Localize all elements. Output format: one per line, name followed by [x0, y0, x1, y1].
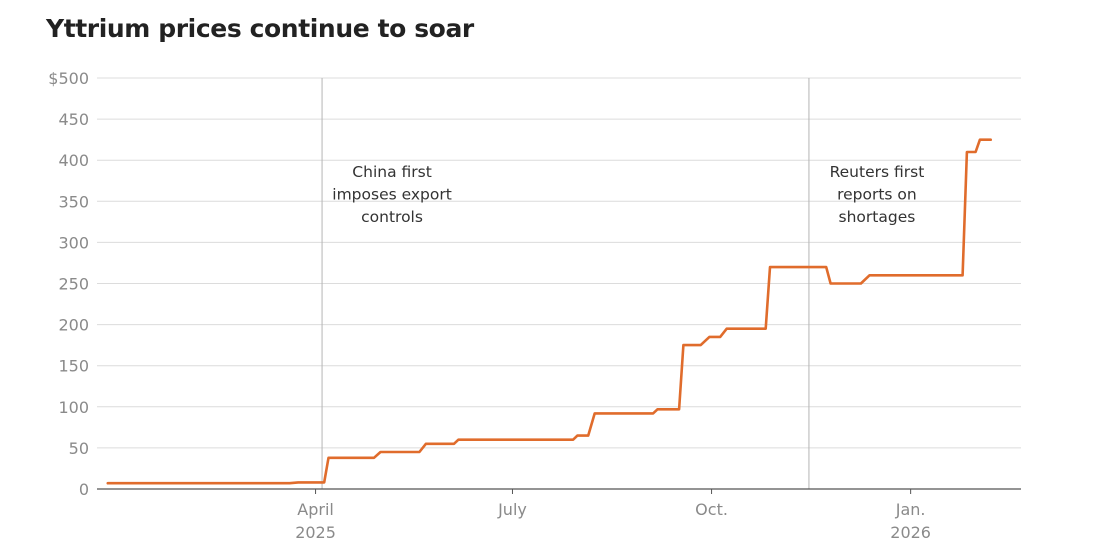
- x-tick-sublabel: 2026: [890, 523, 931, 542]
- event-annotation-line: shortages: [839, 208, 916, 226]
- y-tick-label: 250: [58, 275, 89, 294]
- y-tick-label: $500: [48, 69, 89, 88]
- event-annotation-line: reports on: [837, 186, 917, 204]
- y-tick-label: 50: [69, 439, 89, 458]
- y-tick-label: 350: [58, 192, 89, 211]
- x-tick-label: April: [297, 500, 334, 519]
- y-tick-label: 450: [58, 110, 89, 129]
- y-tick-label: 200: [58, 316, 89, 335]
- x-tick-label: July: [497, 500, 527, 519]
- x-tick-sublabel: 2025: [295, 523, 336, 542]
- axes: $500 450 400 350 300 250 200 150 100 50 0 April 2025…: [48, 69, 1021, 542]
- event-annotation-line: controls: [361, 208, 423, 226]
- y-tick-label: 400: [58, 151, 89, 170]
- chart-title: Yttrium prices continue to soar: [46, 14, 474, 43]
- y-tick-label: 100: [58, 398, 89, 417]
- event-markers: China first imposes export controls Reuters…: [321, 78, 925, 489]
- y-tick-label: 150: [58, 357, 89, 376]
- event-annotation-line: China first: [352, 163, 432, 181]
- x-tick-label: Oct.: [695, 500, 728, 519]
- x-tick-label: Jan.: [895, 500, 926, 519]
- y-tick-label: 0: [79, 480, 89, 499]
- series-layer: [106, 138, 992, 485]
- y-tick-label: 300: [58, 233, 89, 252]
- price-line: [106, 138, 992, 485]
- event-annotation-line: Reuters first: [830, 163, 925, 181]
- event-annotation-line: imposes export: [332, 186, 452, 204]
- gridlines: [97, 77, 1021, 449]
